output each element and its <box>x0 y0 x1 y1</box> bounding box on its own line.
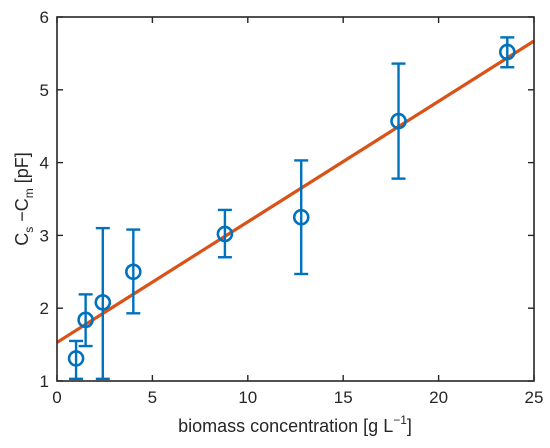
error-bar <box>126 228 141 315</box>
x-tick-label: 20 <box>429 388 448 407</box>
x-tick-label: 25 <box>525 388 544 407</box>
data-point <box>94 294 112 311</box>
y-tick-label: 4 <box>40 154 49 173</box>
x-axis-ticks: 0 5 10 15 20 25 <box>52 17 543 407</box>
data-point <box>390 112 407 130</box>
error-bars-layer <box>69 36 515 381</box>
x-tick-label: 0 <box>52 388 61 407</box>
data-point <box>216 225 234 243</box>
y-tick-label: 1 <box>40 372 49 391</box>
y-tick-label: 6 <box>40 8 49 27</box>
y-axis-ticks: 1 2 3 4 5 6 <box>40 8 534 391</box>
plot-area <box>57 17 534 381</box>
y-axis-label: Cs −Cm [pF] <box>12 152 36 246</box>
axes-box <box>56 16 535 382</box>
fit-line <box>56 39 535 344</box>
data-point <box>67 350 85 367</box>
y-tick-label: 5 <box>40 81 49 100</box>
error-bar <box>500 36 515 69</box>
markers-layer <box>67 43 516 367</box>
x-tick-label: 10 <box>238 388 257 407</box>
error-bar <box>391 62 406 180</box>
plot-frame <box>57 17 534 381</box>
error-bar <box>69 339 84 381</box>
error-bar <box>217 208 232 259</box>
data-point <box>498 43 516 61</box>
x-axis-label: biomass concentration [g L−1] <box>178 413 412 436</box>
x-tick-label: 15 <box>334 388 353 407</box>
x-tick-label: 5 <box>148 388 157 407</box>
error-bar <box>78 293 93 348</box>
y-tick-label: 2 <box>40 299 49 318</box>
data-point <box>77 311 94 329</box>
error-bar <box>95 226 110 381</box>
fit-line-layer <box>56 39 535 344</box>
y-tick-label: 3 <box>40 226 49 245</box>
error-bar <box>294 159 309 276</box>
data-point <box>292 208 310 226</box>
data-point <box>125 263 142 281</box>
